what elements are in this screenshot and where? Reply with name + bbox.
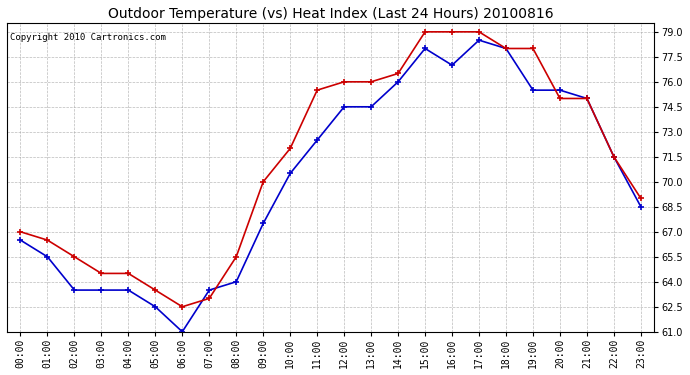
Title: Outdoor Temperature (vs) Heat Index (Last 24 Hours) 20100816: Outdoor Temperature (vs) Heat Index (Las… — [108, 7, 553, 21]
Text: Copyright 2010 Cartronics.com: Copyright 2010 Cartronics.com — [10, 33, 166, 42]
